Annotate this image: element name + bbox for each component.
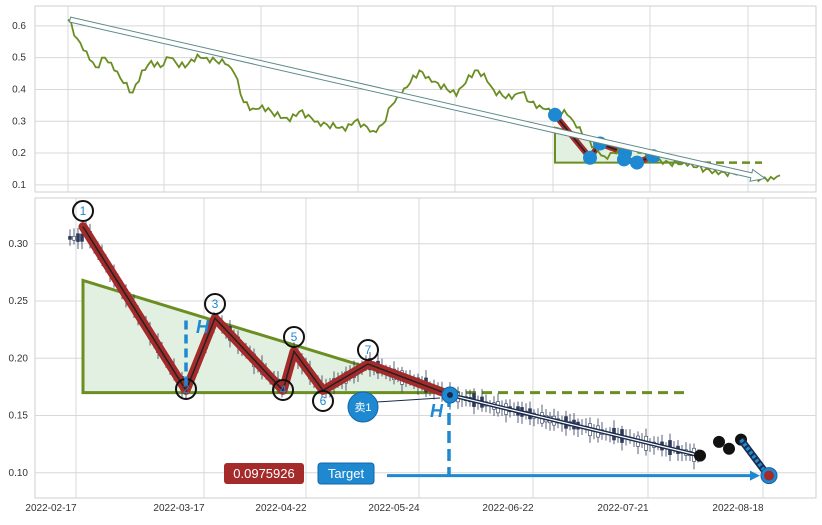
detail-sell-connector [376, 397, 441, 403]
detail-candle-body [80, 233, 84, 242]
overview-y-tick-label: 0.4 [12, 84, 26, 95]
detail-y-tick-label: 0.15 [9, 411, 29, 422]
detail-y-axis: 0.10 0.15 0.20 0.25 0.30 [9, 239, 29, 479]
detail-pattern-point-marker [72, 200, 94, 222]
sell-badge-circle [347, 391, 379, 423]
target-box-text: Target [328, 466, 365, 481]
detail-pattern-point-marker [272, 379, 294, 401]
overview-y-axis: 0.1 0.2 0.3 0.4 0.5 0.6 [12, 21, 26, 191]
detail-black-dot [694, 449, 706, 462]
overview-price-line [67, 18, 781, 183]
detail-candle-body [72, 236, 76, 241]
detail-y-tick-label: 0.25 [9, 296, 29, 307]
detail-breakout-marker-core [447, 391, 453, 398]
h-left-label: H [196, 317, 210, 337]
detail-target-arrow-head [750, 470, 760, 481]
detail-pattern-point-marker [357, 339, 379, 361]
detail-black-dot [713, 435, 725, 448]
overview-trend-arrow [68, 16, 767, 182]
detail-trend-line-inner [449, 394, 701, 457]
detail-y-tick-label: 0.10 [9, 468, 29, 479]
overview-trend-arrow-shape [68, 16, 767, 182]
detail-x-tick-label: 2022-05-24 [368, 503, 420, 514]
detail-pattern-point-marker [312, 390, 334, 412]
detail-pattern-point-label: 3 [212, 297, 219, 311]
detail-pattern-point-label: 1 [80, 204, 87, 218]
target-box-bg [317, 462, 375, 485]
detail-pattern-zigzag-core [82, 226, 451, 396]
overview-pattern-marker [630, 155, 644, 170]
overview-y-tick-label: 0.2 [12, 148, 26, 159]
target-box: Target [317, 462, 375, 485]
overview-price-series [67, 18, 781, 183]
sell-badge: 卖1 [347, 391, 379, 423]
overview-y-tick-label: 0.3 [12, 116, 26, 127]
detail-x-tick-label: 2022-02-17 [25, 503, 77, 514]
detail-pattern-point-label: 5 [291, 330, 298, 344]
overview-pattern-marker [583, 150, 597, 165]
detail-x-tick-label: 2022-03-17 [153, 503, 205, 514]
detail-pattern-point-label: 4 [280, 383, 287, 397]
detail-pattern-layer [78, 222, 778, 485]
overview-y-tick-label: 0.1 [12, 180, 26, 191]
overview-grid [35, 6, 816, 192]
detail-x-axis: 2022-02-17 2022-03-17 2022-04-22 2022-05-24… [25, 503, 764, 514]
overview-y-tick-label: 0.5 [12, 53, 26, 64]
detail-x-tick-label: 2022-06-22 [482, 503, 534, 514]
detail-pattern-point-label: 6 [320, 394, 327, 408]
detail-pattern-point-label: 2 [183, 382, 190, 396]
target-value-bg [224, 463, 304, 484]
detail-x-tick-label: 2022-08-18 [712, 503, 764, 514]
detail-x-tick-label: 2022-07-21 [597, 503, 649, 514]
detail-y-tick-label: 0.20 [9, 353, 29, 364]
overview-pattern-marker [617, 152, 631, 167]
overview-y-tick-label: 0.6 [12, 21, 26, 32]
detail-target-circle-inner [764, 470, 774, 481]
detail-y-tick-label: 0.30 [9, 239, 29, 250]
target-value-text: 0.0975926 [233, 466, 294, 481]
detail-pattern-point-marker [283, 326, 305, 348]
detail-black-dot [723, 442, 735, 455]
detail-x-tick-label: 2022-04-22 [255, 503, 307, 514]
overview-pattern-marker [548, 107, 562, 122]
target-value-box: 0.0975926 [224, 463, 304, 484]
detail-pattern-point-marker [204, 293, 226, 315]
detail-pattern-point-label: 7 [365, 343, 372, 357]
detail-candle-body [76, 233, 80, 242]
sell-badge-text: 卖1 [354, 401, 371, 414]
h-right-label: H [430, 401, 444, 421]
detail-annotations: 1 2 3 4 5 6 7 [72, 200, 760, 481]
detail-grid [35, 198, 816, 498]
detail-candle-body [68, 236, 72, 240]
